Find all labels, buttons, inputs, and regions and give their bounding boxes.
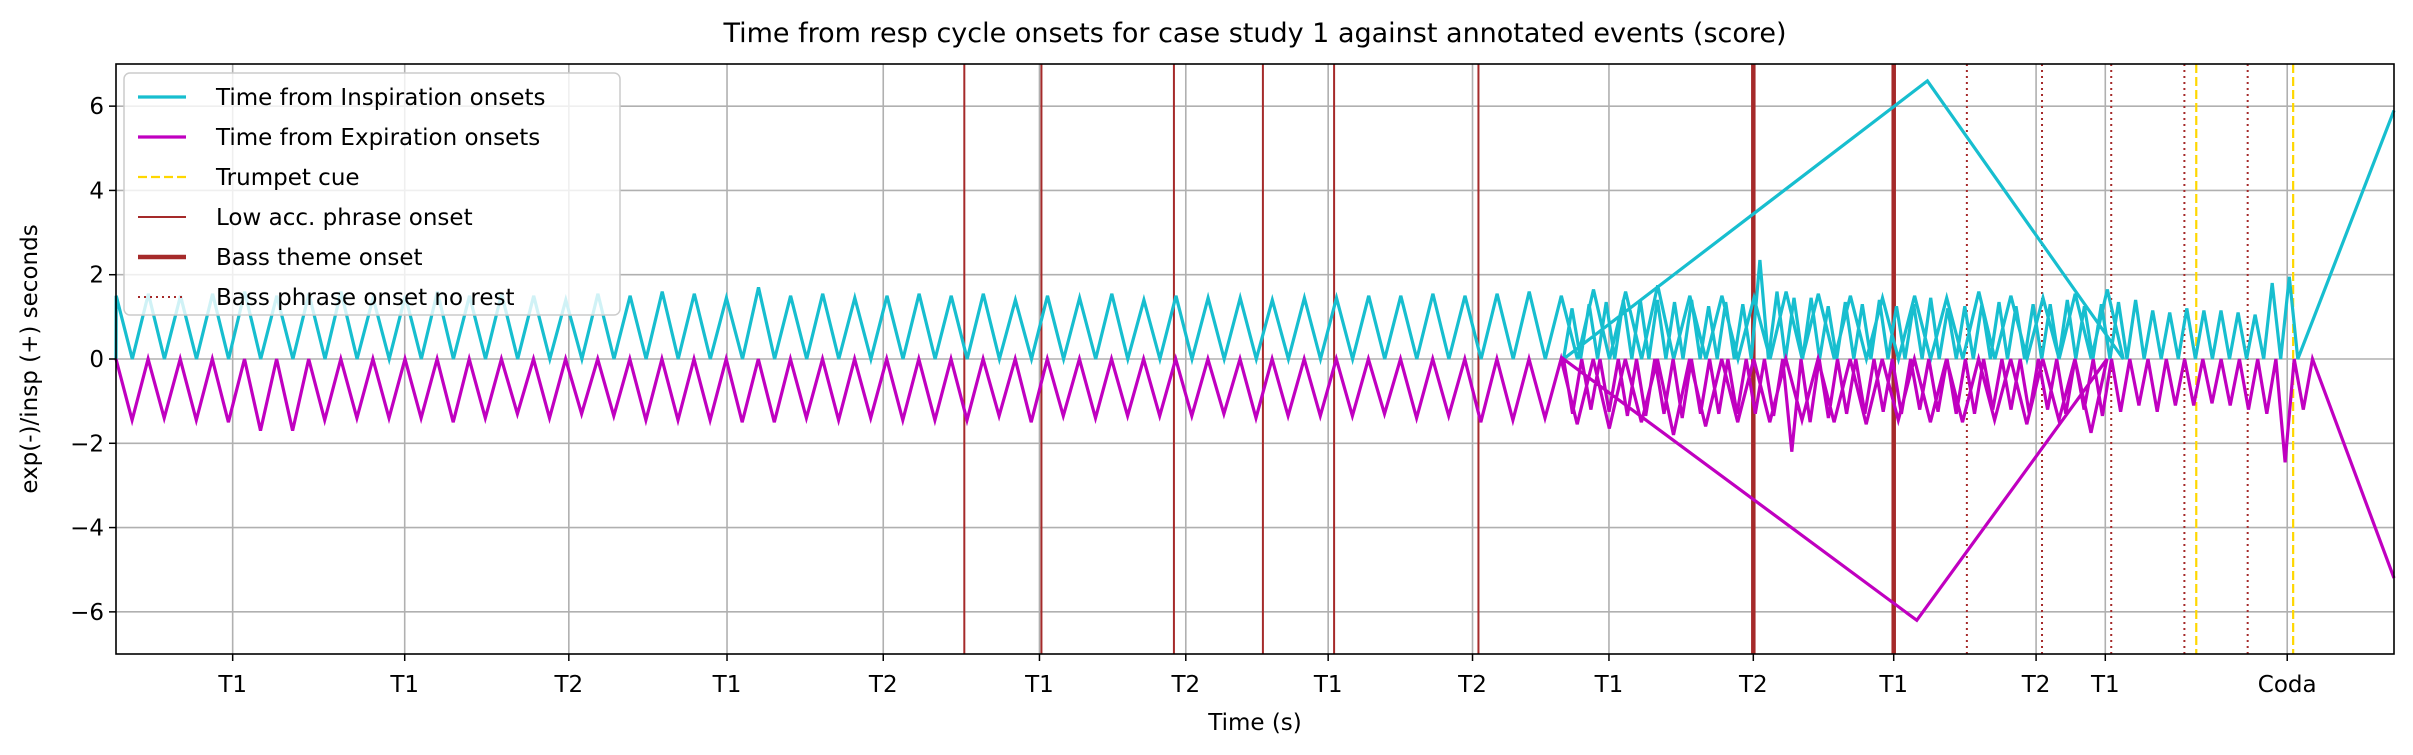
y-tick-label: −4 [70,516,104,542]
x-tick-label: Coda [2258,672,2317,698]
legend-label: Time from Inspiration onsets [215,85,545,111]
legend-label: Bass phrase onset no rest [216,285,515,311]
x-axis: T1 T1 T2 T1 T2 T1 T2 T1 T2 T1 T2 T1 T2 T1 Coda [217,654,2317,698]
inspiration-series-line [114,78,2396,366]
y-tick-label: 6 [89,94,104,120]
y-tick-label: −2 [70,431,104,457]
y-tick-label: −6 [70,600,104,626]
legend-label: Time from Expiration onsets [215,125,540,151]
plot-area [114,64,2396,654]
y-tick-label: 4 [89,178,104,204]
x-tick-label: T2 [2021,672,2051,698]
x-tick-label: T1 [1313,672,1343,698]
legend-label: Low acc. phrase onset [216,205,473,231]
chart-title: Time from resp cycle onsets for case stu… [722,18,1786,49]
x-tick-label: T2 [553,672,583,698]
x-tick-label: T1 [389,672,419,698]
x-tick-label: T2 [1170,672,1200,698]
y-tick-label: 0 [89,347,104,373]
x-axis-label: Time (s) [1207,710,1302,736]
x-tick-label: T1 [1024,672,1054,698]
legend: Time from Inspiration onsets Time from Ex… [123,72,621,316]
expiration-series-line [114,352,2396,623]
x-tick-label: T1 [1594,672,1624,698]
x-tick-label: T2 [1457,672,1487,698]
x-tick-label: T1 [712,672,742,698]
legend-box [123,72,621,316]
x-tick-label: T1 [1878,672,1908,698]
y-tick-label: 2 [89,263,104,289]
x-tick-label: T2 [1738,672,1768,698]
x-tick-label: T2 [868,672,898,698]
x-tick-label: T1 [217,672,247,698]
y-axis: −6 −4 −2 0 2 4 6 [70,94,116,626]
legend-label: Bass theme onset [216,245,423,271]
x-tick-label: T1 [2090,672,2120,698]
y-axis-label: exp(-)/insp (+) seconds [17,224,43,493]
legend-label: Trumpet cue [215,165,360,191]
